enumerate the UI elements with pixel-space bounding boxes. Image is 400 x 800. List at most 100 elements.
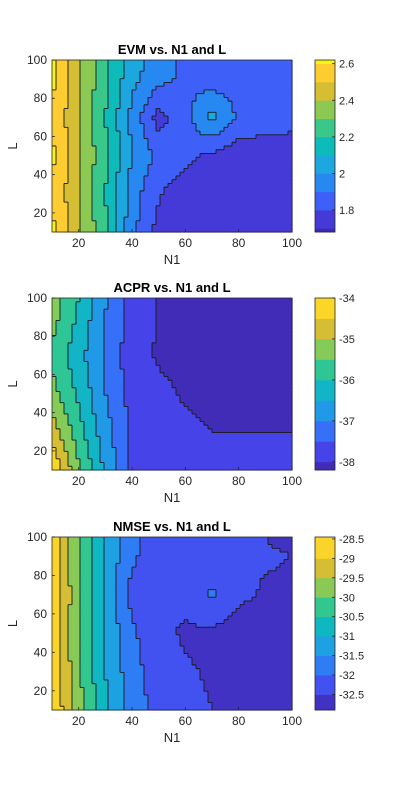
contour-cell [112, 324, 117, 329]
contour-cell [268, 164, 273, 170]
axes-box [51, 59, 293, 233]
contour-cell [224, 398, 229, 404]
contour-cell [196, 324, 201, 329]
contour-cell [228, 410, 233, 415]
contour-cell [104, 365, 109, 370]
contour-cell [68, 205, 73, 211]
contour-cell [104, 387, 109, 393]
contour-cell [264, 301, 269, 307]
contour-cell [196, 164, 201, 170]
contour-cell [64, 387, 69, 393]
contour-cell [148, 78, 153, 84]
contour-cell [188, 153, 193, 158]
contour-cell [104, 82, 109, 87]
contour-cell [140, 342, 145, 348]
contour-cell [136, 217, 141, 222]
contour-cell [244, 71, 249, 76]
contour-cell [220, 357, 225, 363]
contour-cell [224, 365, 229, 370]
contour-cell [132, 157, 137, 162]
contour-cell [164, 172, 169, 177]
contour-cell [184, 101, 189, 106]
contour-cell [260, 301, 265, 307]
contour-cell [60, 335, 65, 340]
contour-cell [156, 331, 161, 336]
contour-cell [148, 71, 153, 76]
contour-cell [288, 160, 293, 166]
contour-cell [144, 331, 149, 336]
contour-cell [140, 131, 145, 136]
contour-cell [116, 316, 121, 322]
contour-cell [116, 209, 121, 214]
contour-cell [200, 74, 205, 80]
contour-cell [112, 63, 117, 69]
contour-cell [160, 331, 165, 336]
contour-cell [232, 63, 237, 69]
contour-cell [72, 391, 77, 396]
contour-cell [140, 164, 145, 170]
contour-cell [152, 205, 157, 211]
contour-cell [280, 101, 285, 106]
contour-cell [192, 149, 197, 155]
contour-cell [268, 82, 273, 87]
contour-cell [116, 89, 121, 95]
contour-cell [184, 406, 189, 411]
contour-cell [148, 172, 153, 177]
contour-cell [280, 350, 285, 355]
contour-cell [220, 372, 225, 378]
contour-cell [240, 153, 245, 158]
contour-cell [224, 78, 229, 84]
contour-cell [288, 350, 293, 355]
contour-cell [184, 301, 189, 307]
contour-cell [132, 376, 137, 381]
contour-cell [228, 320, 233, 325]
contour-cell [276, 190, 281, 196]
contour-cell [100, 354, 105, 359]
contour-cell [100, 209, 105, 214]
contour-cell [92, 149, 97, 155]
contour-cell [140, 228, 145, 233]
contour-cell [120, 104, 125, 110]
contour-cell [268, 417, 273, 422]
contour-cell [276, 67, 281, 72]
contour-cell [76, 160, 81, 166]
contour-cell [268, 71, 273, 76]
contour-cell [120, 146, 125, 151]
contour-cell [88, 406, 93, 411]
contour-cell [204, 406, 209, 411]
contour-cell [248, 327, 253, 333]
contour-cell [184, 160, 189, 166]
contour-cell [112, 410, 117, 415]
contour-cell [248, 406, 253, 411]
contour-cell [108, 380, 113, 385]
contour-cell [120, 224, 125, 229]
contour-cell [140, 112, 145, 117]
contour-cell [168, 380, 173, 385]
contour-cell [148, 175, 153, 181]
contour-cell [240, 395, 245, 400]
contour-cell [52, 380, 57, 385]
contour-cell [52, 168, 57, 173]
contour-cell [256, 316, 261, 322]
contour-cell [228, 74, 233, 80]
contour-cell [116, 213, 121, 218]
contour-cell [104, 346, 109, 351]
contour-cell [252, 190, 257, 196]
contour-cell [228, 157, 233, 162]
contour-cell [96, 391, 101, 396]
contour-cell [180, 202, 185, 207]
contour-cell [252, 175, 257, 181]
contour-cell [184, 74, 189, 80]
contour-cell [208, 384, 213, 389]
contour-cell [68, 395, 73, 400]
contour-cell [248, 198, 253, 203]
contour-cell [252, 89, 257, 95]
contour-cell [252, 187, 257, 192]
contour-cell [132, 209, 137, 214]
contour-cell [120, 89, 125, 95]
contour-cell [84, 421, 89, 426]
contour-cell [84, 194, 89, 199]
contour-cell [172, 190, 177, 196]
contour-cell [184, 228, 189, 233]
contour-cell [160, 175, 165, 181]
